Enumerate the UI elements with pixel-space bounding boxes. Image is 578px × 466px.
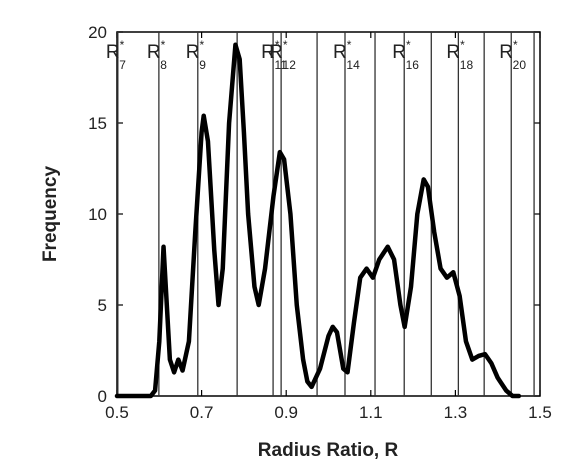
label-sup: *	[283, 38, 288, 52]
y-tick-label: 20	[88, 23, 107, 42]
label-sup: *	[275, 38, 280, 52]
label-sup: *	[406, 38, 411, 52]
reference-label: R* 8	[147, 38, 167, 72]
reference-label: R* 16	[392, 38, 419, 72]
x-tick-label: 1.1	[359, 403, 383, 422]
y-tick-label: 5	[98, 296, 107, 315]
label-sup: *	[513, 38, 518, 52]
y-tick-label: 10	[88, 205, 107, 224]
reference-label: R* 14	[333, 38, 360, 72]
x-tick-label: 1.5	[528, 403, 552, 422]
label-sup: *	[200, 38, 205, 52]
label-base: R	[392, 42, 406, 63]
x-tick-label: 0.7	[190, 403, 214, 422]
label-sup: *	[347, 38, 352, 52]
label-sub: 9	[199, 58, 206, 72]
label-sub: 20	[513, 58, 527, 72]
reference-label: R* 9	[186, 38, 206, 72]
label-base: R	[446, 42, 460, 63]
reference-label: R* 20	[499, 38, 526, 72]
label-base: R	[261, 42, 275, 63]
label-sub: 18	[460, 58, 474, 72]
x-tick-label: 1.3	[444, 403, 468, 422]
label-base: R	[269, 42, 283, 63]
x-tick-label: 0.9	[274, 403, 298, 422]
data-line	[114, 42, 522, 399]
label-sub: 7	[119, 58, 126, 72]
label-sup: *	[120, 38, 125, 52]
reference-label: R* 7	[106, 38, 126, 72]
y-tick-label: 15	[88, 114, 107, 133]
label-sub: 12	[283, 58, 297, 72]
label-base: R	[106, 42, 120, 63]
y-tick-label: 0	[98, 387, 107, 406]
reference-label: R* 12	[269, 38, 296, 72]
reference-label: R* 18	[446, 38, 473, 72]
y-axis-title: Frequency	[40, 166, 61, 263]
label-base: R	[186, 42, 200, 63]
label-sup: *	[460, 38, 465, 52]
label-sup: *	[161, 38, 166, 52]
label-sub: 14	[346, 58, 360, 72]
x-axis-title: Radius Ratio, R	[258, 440, 399, 461]
label-base: R	[333, 42, 347, 63]
label-base: R	[147, 42, 161, 63]
label-sub: 16	[406, 58, 420, 72]
label-sub: 8	[160, 58, 167, 72]
label-base: R	[499, 42, 513, 63]
x-tick-label: 0.5	[105, 403, 129, 422]
